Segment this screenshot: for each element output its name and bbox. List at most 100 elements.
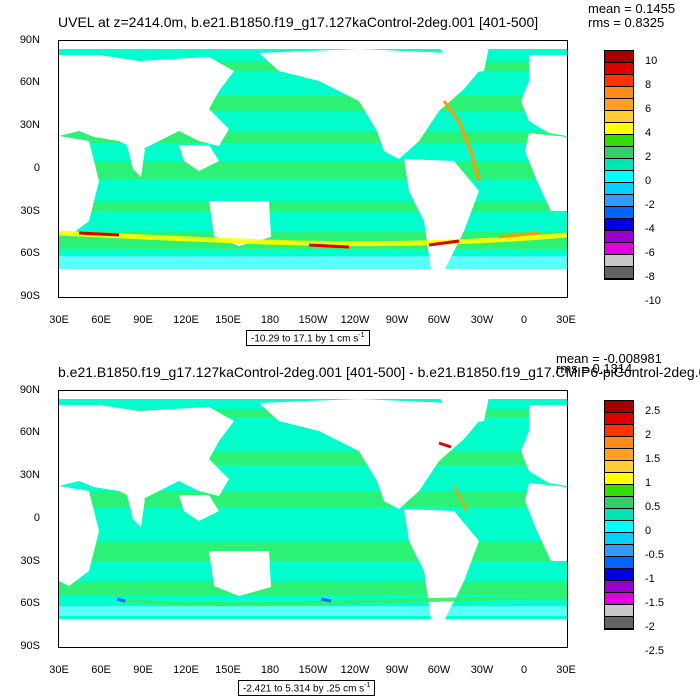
land-mass bbox=[127, 495, 145, 527]
colorbar-cell bbox=[605, 533, 633, 545]
panel-2-range-units-exponent: -1 bbox=[364, 682, 371, 689]
lon-tick: 90E bbox=[133, 664, 153, 676]
ocean-band bbox=[59, 581, 567, 595]
map-panel-1: UVEL at z=2414.0m, b.e21.B1850.f19_g17.1… bbox=[19, 2, 675, 347]
lat-tick: 30N bbox=[19, 469, 40, 481]
land-mass bbox=[209, 201, 271, 246]
land-mass bbox=[59, 55, 234, 151]
colorbar-cell bbox=[605, 219, 633, 231]
colorbar-label: -4 bbox=[645, 223, 655, 235]
colorbar-cell bbox=[605, 87, 633, 99]
colorbar-label: 8 bbox=[645, 79, 652, 91]
panel-1-stats: mean = 0.1455 rms = 0.8325 bbox=[588, 2, 675, 30]
lat-tick: 60S bbox=[20, 597, 40, 609]
panel-1-rms: rms = 0.8325 bbox=[588, 15, 665, 30]
lon-tick: 0 bbox=[520, 314, 528, 326]
colorbar-label: -1.5 bbox=[645, 597, 664, 609]
colorbar-label: 1 bbox=[645, 477, 652, 489]
lon-tick: 60W bbox=[427, 314, 451, 326]
colorbar-cell bbox=[605, 123, 633, 135]
current-peak bbox=[498, 231, 540, 239]
panel-2-range-label: -2.421 to 5.314 by .25 cm s-1 bbox=[238, 680, 376, 697]
panel-1-range-label: -10.29 to 17.1 by 1 cm s-1 bbox=[246, 330, 370, 347]
colorbar-label: 0 bbox=[645, 175, 652, 187]
lon-tick: 120W bbox=[340, 314, 370, 326]
lon-tick: 30E bbox=[49, 664, 69, 676]
colorbar-label: -1 bbox=[645, 573, 655, 585]
circumpolar-band bbox=[118, 595, 567, 607]
lon-tick: 0 bbox=[520, 664, 528, 676]
colorbar-cell bbox=[605, 195, 633, 207]
ocean-band bbox=[59, 606, 567, 616]
colorbar-cell bbox=[605, 605, 633, 617]
lat-tick: 90S bbox=[20, 640, 40, 652]
land-mass bbox=[59, 486, 99, 586]
colorbar-label: 10 bbox=[645, 55, 658, 67]
land-mass bbox=[59, 405, 234, 501]
lat-tick: 30N bbox=[19, 119, 40, 131]
lat-tick: 30S bbox=[20, 555, 40, 567]
western-boundary-current bbox=[453, 485, 468, 512]
colorbar-label: 1.5 bbox=[645, 453, 661, 465]
colorbar-label: 2 bbox=[645, 151, 652, 163]
colorbar-cell bbox=[605, 51, 633, 63]
colorbar-cell bbox=[605, 581, 633, 593]
map-panel-2: mean = -0.008981 rms = 0.1314 b.e21.B185… bbox=[0, 350, 700, 700]
colorbar-cell bbox=[605, 569, 633, 581]
lon-tick: 60E bbox=[91, 664, 111, 676]
lon-tick: 150W bbox=[298, 314, 328, 326]
panel-1-map-svg bbox=[59, 41, 567, 297]
land-mass bbox=[59, 136, 99, 236]
panel-2-map-svg bbox=[59, 391, 567, 647]
current-peak bbox=[320, 597, 332, 603]
colorbar-label: 6 bbox=[645, 103, 652, 115]
land-mass bbox=[59, 41, 567, 49]
colorbar-cell bbox=[605, 147, 633, 159]
colorbar-label: 0 bbox=[645, 525, 652, 537]
panel-2-mean: mean = -0.008981 bbox=[556, 351, 662, 366]
current-peak bbox=[308, 243, 350, 249]
panel-1-range-units-exponent: -1 bbox=[358, 332, 365, 339]
western-boundary-current bbox=[442, 100, 481, 182]
lat-tick: 0 bbox=[33, 162, 40, 174]
colorbar-cell bbox=[605, 593, 633, 605]
lon-tick: 150W bbox=[298, 664, 328, 676]
lon-tick: 60E bbox=[91, 314, 111, 326]
panel-1-mean: mean = 0.1455 bbox=[588, 1, 676, 16]
panel-2-range-text: -2.421 to 5.314 by .25 cm s bbox=[243, 683, 365, 695]
lon-tick: 150E bbox=[215, 314, 241, 326]
lon-tick: 90W bbox=[385, 664, 409, 676]
colorbar-cell bbox=[605, 437, 633, 449]
lon-tick: 90E bbox=[133, 314, 153, 326]
colorbar-label: 0.5 bbox=[645, 501, 661, 513]
circumpolar-current bbox=[59, 230, 567, 247]
colorbar-label: -2 bbox=[645, 199, 655, 211]
ocean-band bbox=[59, 201, 567, 211]
lon-tick: 90W bbox=[385, 314, 409, 326]
colorbar-cell bbox=[605, 243, 633, 255]
land-mass bbox=[59, 269, 567, 297]
land-mass bbox=[259, 399, 479, 509]
current-peak bbox=[78, 231, 120, 237]
panel-2-stats: mean = -0.008981 rms = 0.1314 bbox=[556, 352, 662, 376]
colorbar-cell bbox=[605, 171, 633, 183]
land-mass bbox=[127, 145, 145, 177]
colorbar-cell bbox=[605, 521, 633, 533]
colorbar-label: -0.5 bbox=[645, 549, 664, 561]
colorbar-label: -2 bbox=[645, 621, 655, 633]
lat-tick: 90N bbox=[19, 384, 40, 396]
lat-tick: 90N bbox=[19, 34, 40, 46]
current-peak bbox=[438, 441, 452, 449]
colorbar-cell bbox=[605, 255, 633, 267]
panel-2-map bbox=[58, 390, 568, 648]
panel-1-range-text: -10.29 to 17.1 by 1 cm s bbox=[251, 333, 359, 345]
colorbar-cell bbox=[605, 545, 633, 557]
lon-tick: 30E bbox=[556, 664, 576, 676]
land-mass bbox=[179, 495, 219, 521]
lon-tick: 120W bbox=[340, 664, 370, 676]
lon-tick: 120E bbox=[173, 314, 199, 326]
lon-tick: 30E bbox=[556, 314, 576, 326]
lat-tick: 60N bbox=[19, 76, 40, 88]
colorbar-cell bbox=[605, 183, 633, 195]
lon-tick: 120E bbox=[173, 664, 199, 676]
